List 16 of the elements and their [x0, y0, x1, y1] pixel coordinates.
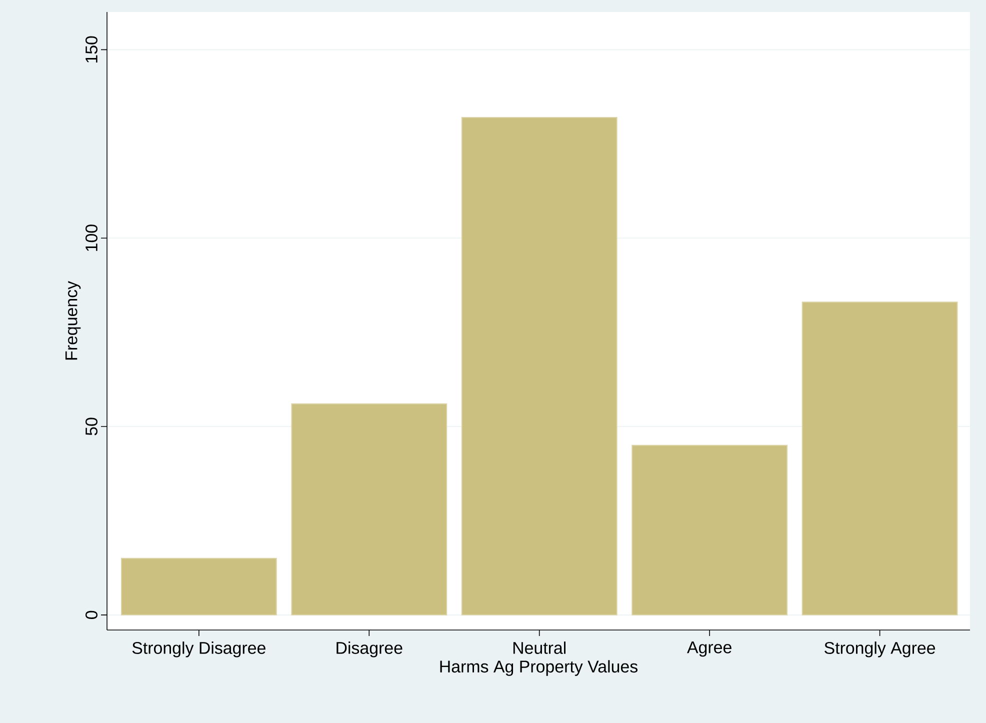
bar: [291, 403, 448, 616]
x-tick-label: Disagree: [336, 642, 402, 658]
bar: [802, 302, 958, 616]
bar: [120, 558, 277, 616]
x-tick-label: Strongly Agree: [824, 642, 936, 658]
x-tick-label: Strongly Disagree: [132, 642, 266, 658]
x-tick-label: Agree: [687, 642, 732, 657]
y-tick-label: 50: [85, 418, 98, 436]
y-tick-label: 100: [85, 224, 98, 251]
x-axis-title: Harms Ag Property Values: [440, 660, 638, 676]
y-tick-label: 0: [85, 610, 98, 619]
y-tick-label: 150: [85, 36, 98, 63]
bar: [632, 444, 788, 616]
bar: [461, 117, 618, 616]
y-axis-title: Frequency: [65, 281, 81, 360]
x-tick-label: Neutral: [513, 642, 566, 654]
